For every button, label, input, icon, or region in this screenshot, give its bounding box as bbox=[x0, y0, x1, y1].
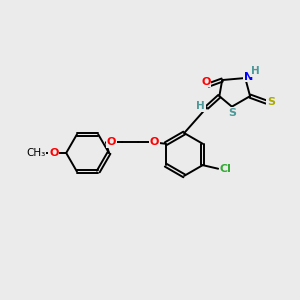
Text: N: N bbox=[244, 71, 254, 82]
Text: O: O bbox=[106, 137, 116, 147]
Text: H: H bbox=[251, 67, 260, 76]
Text: S: S bbox=[228, 108, 236, 118]
Text: O: O bbox=[201, 76, 211, 87]
Text: O: O bbox=[49, 148, 58, 158]
Text: H: H bbox=[196, 101, 205, 111]
Text: Cl: Cl bbox=[220, 164, 232, 174]
Text: S: S bbox=[267, 97, 275, 107]
Text: CH₃: CH₃ bbox=[26, 148, 46, 158]
Text: O: O bbox=[150, 137, 159, 147]
